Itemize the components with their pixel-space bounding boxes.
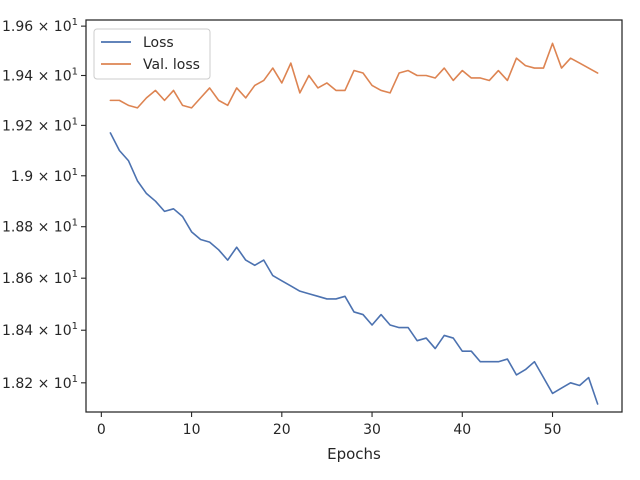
x-axis-label: Epochs bbox=[327, 445, 381, 463]
y-tick-base: 1.82 × 10 bbox=[2, 376, 72, 392]
x-tick-label: 50 bbox=[544, 422, 562, 438]
plot-area bbox=[85, 19, 623, 413]
x-axis-ticks: 0 10 20 30 40 50 bbox=[97, 412, 562, 438]
y-tick-base: 1.92 × 10 bbox=[2, 118, 72, 134]
legend-label: Val. loss bbox=[143, 57, 200, 73]
x-tick-label: 0 bbox=[97, 422, 106, 438]
y-tick-exponent: 1 bbox=[72, 321, 78, 332]
plot-frame bbox=[85, 19, 623, 413]
y-tick-base: 1.84 × 10 bbox=[2, 323, 72, 339]
y-tick-exponent: 1 bbox=[72, 269, 78, 280]
legend-label: Loss bbox=[143, 35, 174, 51]
y-tick-base: 1.86 × 10 bbox=[2, 271, 72, 287]
y-tick-label: 1.88 × 101 bbox=[2, 218, 78, 236]
x-tick-label: 10 bbox=[183, 422, 201, 438]
x-tick-label: 20 bbox=[273, 422, 291, 438]
y-tick-label: 1.82 × 101 bbox=[2, 374, 78, 392]
legend: Loss Val. loss bbox=[93, 28, 211, 80]
series-lines bbox=[109, 42, 599, 405]
y-tick-label: 1.84 × 101 bbox=[2, 321, 78, 339]
y-tick-base: 1.94 × 10 bbox=[2, 69, 72, 85]
y-tick-exponent: 1 bbox=[72, 67, 78, 78]
y-tick-label: 1.94 × 101 bbox=[2, 67, 78, 85]
series-line-loss bbox=[109, 132, 599, 405]
x-tick-label: 40 bbox=[453, 422, 471, 438]
y-tick-label: 1.92 × 101 bbox=[2, 116, 78, 134]
series-line-val-loss bbox=[109, 42, 599, 109]
y-tick-exponent: 1 bbox=[72, 17, 78, 28]
y-tick-label: 1.9 × 101 bbox=[11, 167, 78, 185]
y-tick-base: 1.9 × 10 bbox=[11, 169, 72, 185]
y-tick-base: 1.88 × 10 bbox=[2, 220, 72, 236]
y-tick-base: 1.96 × 10 bbox=[2, 19, 72, 35]
y-tick-exponent: 1 bbox=[72, 218, 78, 229]
y-tick-exponent: 1 bbox=[72, 167, 78, 178]
y-tick-label: 1.86 × 101 bbox=[2, 269, 78, 287]
y-tick-exponent: 1 bbox=[72, 116, 78, 127]
y-tick-label: 1.96 × 101 bbox=[2, 17, 78, 35]
x-tick-label: 30 bbox=[363, 422, 381, 438]
y-tick-exponent: 1 bbox=[72, 374, 78, 385]
